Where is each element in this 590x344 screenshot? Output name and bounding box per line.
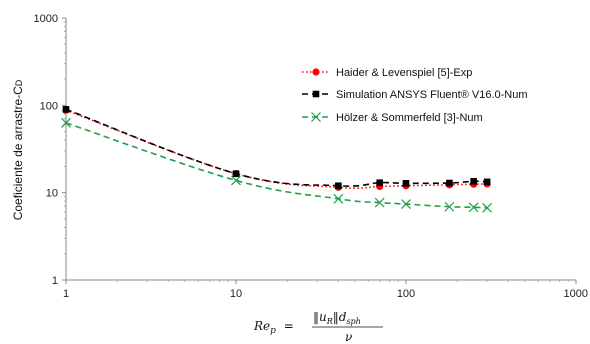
y-tick-label: 100: [40, 100, 58, 112]
x-label-num-tail-sub: sph: [346, 317, 360, 326]
marker-stroke: [468, 202, 479, 213]
x-tick-label: 1: [63, 288, 69, 300]
marker-stroke: [482, 202, 493, 213]
y-tick-labels: 1 10 100 1000: [34, 13, 58, 287]
x-label-equals: =: [284, 319, 294, 333]
x-label-num-tail: ‖d: [333, 310, 347, 324]
legend-item-1: Simulation ANSYS Fluent® V16.0-Num: [302, 89, 528, 101]
y-tick-label: 10: [46, 188, 58, 200]
data-point-1: [470, 177, 477, 185]
legend-label: Hölzer & Sommerfeld [3]-Num: [336, 112, 483, 124]
marker-stroke: [374, 197, 385, 208]
data-point-2: [482, 202, 493, 213]
legend-marker: [312, 90, 320, 98]
y-axis-title: Coeficiente de arrastre-CD: [11, 79, 25, 220]
data-point-2: [468, 202, 479, 213]
data-point-1: [376, 179, 383, 187]
series-lines: [65, 108, 488, 209]
x-tick-label: 100: [397, 288, 415, 300]
data-point-1: [62, 106, 70, 113]
legend: Haider & Levenspiel [5]-Exp Simulation AN…: [302, 67, 528, 124]
legend-marker: [311, 112, 321, 122]
marker-stroke: [444, 201, 455, 212]
data-point-1: [335, 182, 342, 190]
marker-stroke: [401, 199, 411, 210]
marker-stroke: [61, 117, 71, 128]
axes: [62, 17, 577, 284]
data-point-1: [446, 179, 453, 187]
x-label-num: ‖u: [313, 310, 327, 324]
data-point-2: [61, 117, 71, 128]
data-point-1: [483, 178, 491, 186]
x-tick-label: 1000: [564, 288, 588, 300]
data-point-1: [232, 170, 240, 177]
data-point-2: [444, 201, 455, 212]
svg-text:‖uR‖dsph: ‖uR‖dsph: [313, 310, 361, 326]
marker-stroke: [231, 175, 241, 186]
x-tick-label: 10: [230, 288, 242, 300]
x-tick-labels: 1 10 100 1000: [63, 288, 588, 300]
x-label-num-sub: R: [326, 317, 333, 326]
marker-stroke: [311, 112, 321, 122]
marker-stroke: [333, 193, 344, 204]
x-label-den: ν: [345, 330, 352, 344]
x-label-re: Re: [253, 319, 270, 333]
x-label-re-sub: p: [270, 326, 276, 336]
legend-label: Haider & Levenspiel [5]-Exp: [336, 67, 472, 79]
legend-label: Simulation ANSYS Fluent® V16.0-Num: [336, 89, 528, 101]
legend-marker: [312, 68, 320, 76]
y-tick-label: 1: [52, 275, 58, 287]
data-point-2: [231, 175, 241, 186]
legend-item-0: Haider & Levenspiel [5]-Exp: [302, 67, 472, 79]
data-point-1: [402, 180, 410, 187]
data-point-2: [374, 197, 385, 208]
y-axis-title-subscript: D: [14, 79, 24, 86]
legend-item-2: Hölzer & Sommerfeld [3]-Num: [302, 112, 483, 124]
svg-text:Rep =: Rep =: [253, 319, 294, 336]
y-tick-label: 1000: [34, 13, 58, 25]
series-markers: [61, 106, 493, 213]
series-line-1: [65, 108, 488, 187]
x-axis-title: Rep = ‖uR‖dsph ν: [253, 310, 383, 344]
data-point-2: [401, 199, 411, 210]
data-point-2: [333, 193, 344, 204]
